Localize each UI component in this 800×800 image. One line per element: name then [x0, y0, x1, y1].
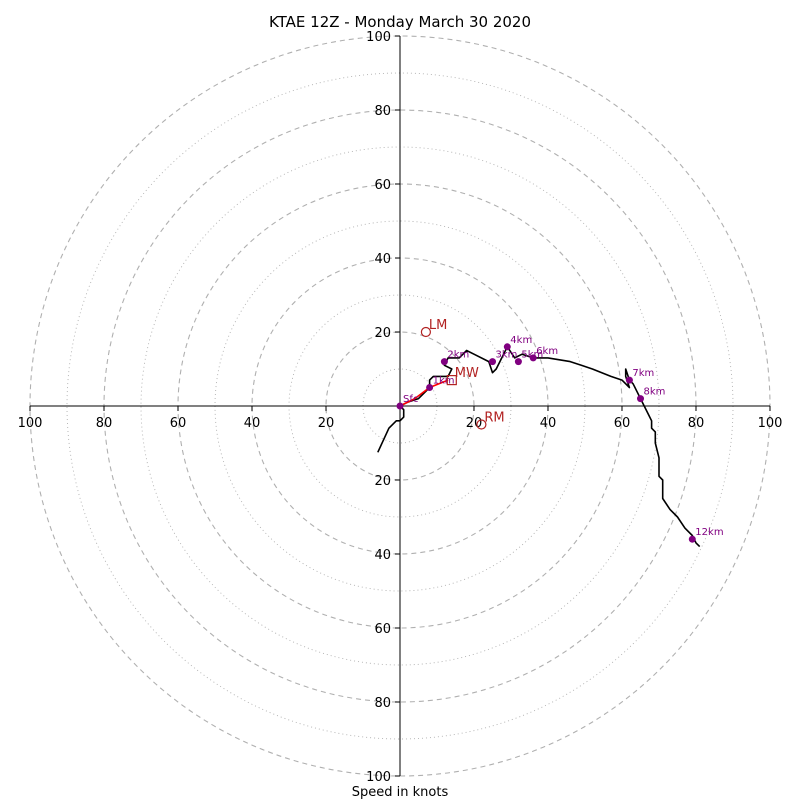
x-tick-label: 40	[540, 416, 557, 431]
height-marker-label: 3km	[496, 350, 518, 361]
height-marker-label: 1km	[433, 376, 455, 387]
height-marker-label: 2km	[447, 350, 469, 361]
y-tick-label: 20	[374, 474, 391, 489]
x-axis-label: Speed in knots	[352, 785, 449, 800]
y-tick-label: 60	[374, 178, 391, 193]
y-tick-label: 80	[374, 104, 391, 119]
height-markers: Sfc1km2km3km4km5km6km7km8km12km	[396, 335, 724, 543]
height-marker-label: 8km	[644, 387, 666, 398]
storm-motion-marker	[420, 326, 431, 338]
height-marker-dot	[637, 395, 644, 403]
x-tick-label: 80	[688, 416, 705, 431]
x-tick-label: 40	[244, 416, 261, 431]
y-tick-label: 20	[374, 326, 391, 341]
hodograph-line	[377, 345, 701, 548]
x-tick-label: 20	[318, 416, 335, 431]
height-marker-dot	[426, 384, 434, 391]
height-marker-dot	[514, 358, 522, 366]
hodograph-trace	[377, 345, 701, 548]
x-tick-label: 100	[18, 416, 43, 431]
storm-motion-label: RM	[484, 411, 504, 426]
y-tick-label: 40	[374, 252, 391, 267]
chart-title: KTAE 12Z - Monday March 30 2020	[269, 13, 531, 31]
storm-motion-markers: LM MW RM	[420, 318, 505, 430]
y-tick-label: 60	[374, 622, 391, 637]
storm-motion-label: MW	[455, 366, 479, 381]
height-marker-dot	[529, 354, 537, 362]
y-tick-label: 40	[374, 548, 391, 563]
height-marker-dot	[396, 402, 404, 410]
y-tick-label: 80	[374, 696, 391, 711]
height-marker-label: Sfc	[403, 394, 418, 405]
lowlevel-shear-segment	[399, 379, 449, 407]
height-marker-label: 12km	[695, 527, 723, 538]
height-marker-dot	[503, 343, 511, 351]
height-marker-label: 4km	[510, 335, 532, 346]
storm-motion-label: LM	[429, 318, 447, 333]
y-tick-label: 100	[366, 770, 391, 785]
height-marker-label: 6km	[536, 346, 558, 357]
height-marker-dot	[489, 358, 496, 366]
storm-motion-marker	[476, 419, 487, 430]
height-marker-dot	[625, 376, 633, 384]
storm-motion-marker	[446, 375, 457, 386]
y-tick-label: 100	[366, 30, 391, 45]
height-marker-dot	[688, 535, 696, 543]
height-marker-label: 7km	[632, 368, 654, 379]
height-marker-dot	[440, 358, 448, 366]
x-tick-label: 80	[96, 416, 113, 431]
x-tick-label: 100	[758, 416, 783, 431]
x-tick-label: 60	[170, 416, 187, 431]
x-tick-label: 60	[614, 416, 631, 431]
